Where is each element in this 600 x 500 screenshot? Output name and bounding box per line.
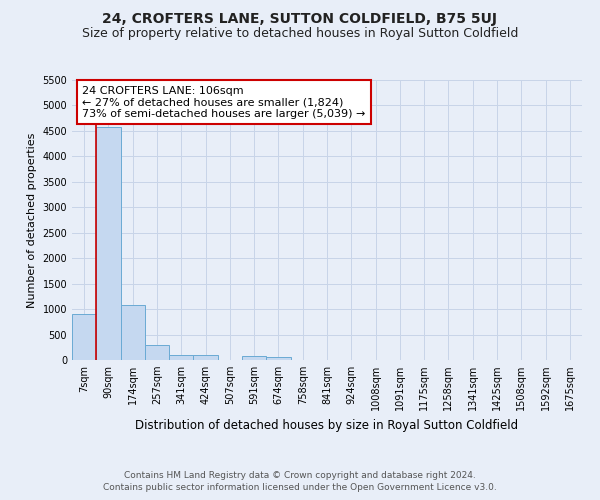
Bar <box>169 355 193 360</box>
Bar <box>72 314 96 360</box>
Text: 24, CROFTERS LANE, SUTTON COLDFIELD, B75 5UJ: 24, CROFTERS LANE, SUTTON COLDFIELD, B75… <box>103 12 497 26</box>
Y-axis label: Number of detached properties: Number of detached properties <box>27 132 37 308</box>
Text: 24 CROFTERS LANE: 106sqm
← 27% of detached houses are smaller (1,824)
73% of sem: 24 CROFTERS LANE: 106sqm ← 27% of detach… <box>82 86 365 119</box>
Bar <box>121 305 145 360</box>
Bar <box>242 356 266 360</box>
Bar <box>96 128 121 360</box>
Bar <box>145 345 169 360</box>
X-axis label: Distribution of detached houses by size in Royal Sutton Coldfield: Distribution of detached houses by size … <box>136 418 518 432</box>
Bar <box>193 355 218 360</box>
Bar <box>266 356 290 360</box>
Text: Size of property relative to detached houses in Royal Sutton Coldfield: Size of property relative to detached ho… <box>82 28 518 40</box>
Text: Contains HM Land Registry data © Crown copyright and database right 2024.
Contai: Contains HM Land Registry data © Crown c… <box>103 471 497 492</box>
